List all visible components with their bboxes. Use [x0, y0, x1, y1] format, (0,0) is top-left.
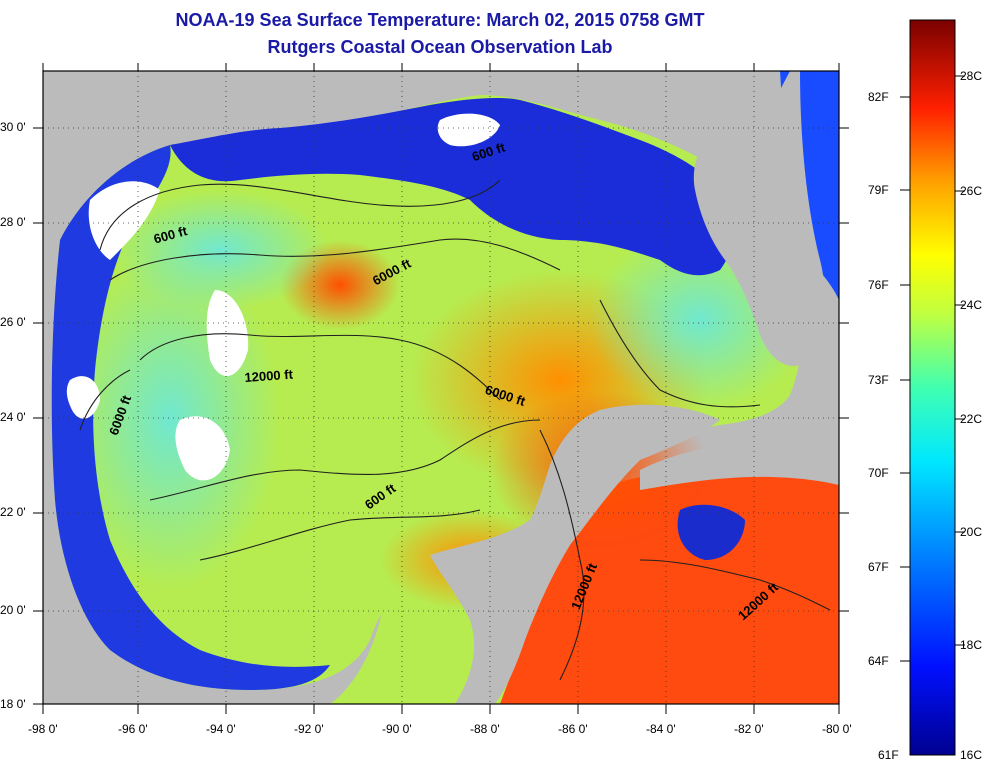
colorbar-f-label: 61F	[878, 748, 899, 762]
cold-northern-shelf	[170, 97, 736, 276]
axis-ticks	[33, 63, 849, 714]
lon-label: -88 0'	[470, 722, 500, 736]
lon-label: -92 0'	[294, 722, 324, 736]
lat-label: 24 0'	[0, 410, 26, 424]
colorbar-ticks	[900, 75, 965, 662]
colorbar-f-label: 82F	[868, 90, 889, 104]
colorbar-c-label: 22C	[960, 412, 983, 426]
colorbar-c-label: 18C	[960, 638, 983, 652]
bathymetry-contours	[79, 179, 831, 681]
cloud-patch	[206, 290, 249, 377]
lon-label: -86 0'	[558, 722, 588, 736]
lat-label: 18 0'	[0, 697, 26, 711]
map-frame	[42, 70, 840, 705]
cloud-patch	[437, 113, 500, 147]
lat-label: 26 0'	[0, 315, 26, 329]
lat-label: 22 0'	[0, 505, 26, 519]
cuba-land	[640, 443, 839, 490]
lon-label: -82 0'	[734, 722, 764, 736]
colorbar-c-label: 16C	[960, 748, 983, 762]
map-title: NOAA-19 Sea Surface Temperature: March 0…	[175, 10, 705, 30]
graticule	[43, 71, 839, 704]
colorbar-c-label: 20C	[960, 525, 983, 539]
colorbar-c-label: 28C	[960, 69, 983, 83]
lon-label: -94 0'	[206, 722, 236, 736]
lon-label: -98 0'	[28, 722, 58, 736]
lat-label: 28 0'	[0, 215, 26, 229]
lon-label: -90 0'	[382, 722, 412, 736]
colorbar-f-label: 73F	[868, 373, 889, 387]
colorbar-c-label: 24C	[960, 298, 983, 312]
lat-label: 30 0'	[0, 120, 26, 134]
map-subtitle: Rutgers Coastal Ocean Observation Lab	[267, 37, 613, 57]
colorbar-f-label: 79F	[868, 183, 889, 197]
colorbar-f-label: 67F	[868, 560, 889, 574]
florida-land	[693, 71, 826, 366]
yucatan-land	[430, 404, 720, 704]
lat-label: 20 0'	[0, 603, 26, 617]
colorbar-f-label: 76F	[868, 278, 889, 292]
lon-label: -96 0'	[118, 722, 148, 736]
colorbar	[909, 19, 956, 756]
cold-yucatan-patch	[677, 504, 745, 560]
colorbar-f-label: 64F	[868, 654, 889, 668]
colorbar-c-label: 26C	[960, 184, 983, 198]
lon-label: -80 0'	[822, 722, 852, 736]
colorbar-f-label: 70F	[868, 466, 889, 480]
cloud-patch	[175, 416, 230, 481]
lon-label: -84 0'	[646, 722, 676, 736]
cloud-patch	[66, 376, 100, 419]
